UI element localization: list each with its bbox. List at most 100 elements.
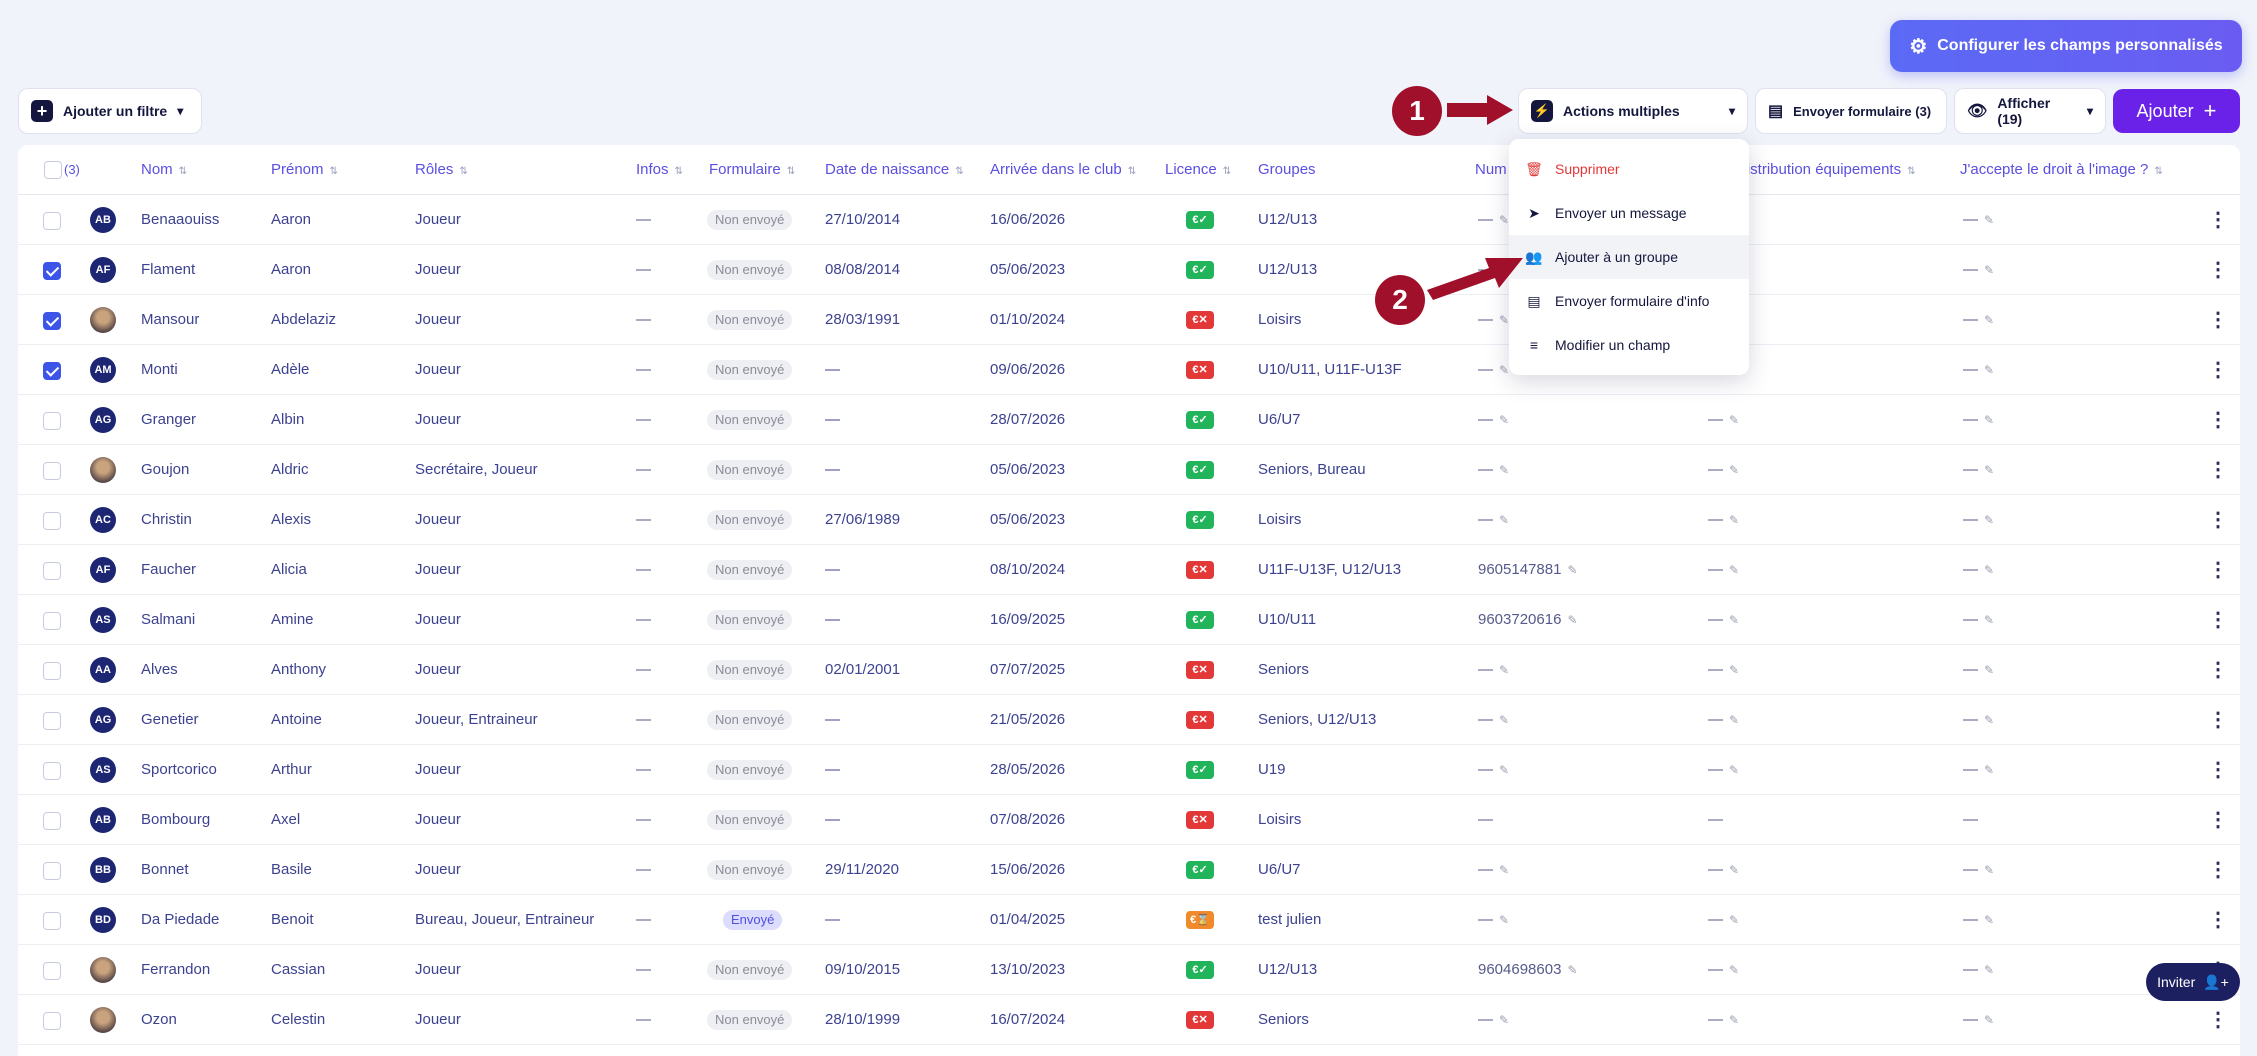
table-row[interactable]: Ozon Celestin Joueur — Non envoyé 28/10/1999 1… — [18, 995, 2240, 1045]
cell-num[interactable]: —✎ — [1478, 861, 1510, 878]
row-menu-icon[interactable]: ⋮ — [2208, 609, 2228, 631]
pencil-icon[interactable]: ✎ — [1984, 963, 1995, 977]
cell-num[interactable]: —✎ — [1478, 711, 1510, 728]
header-droit-image[interactable]: J'accepte le droit à l'image ? ⇅ — [1960, 161, 2163, 178]
table-row[interactable]: AF Flament Aaron Joueur — Non envoyé 08/08/201… — [18, 245, 2240, 295]
table-row[interactable]: Goujon Aldric Secrétaire, Joueur — Non envoy… — [18, 445, 2240, 495]
pencil-icon[interactable]: ✎ — [1984, 863, 1995, 877]
cell-nom[interactable]: Granger — [141, 411, 197, 428]
row-menu-icon[interactable]: ⋮ — [2208, 359, 2228, 381]
cell-distribution[interactable]: —✎ — [1708, 861, 1740, 878]
pencil-icon[interactable]: ✎ — [1984, 413, 1995, 427]
cell-distribution[interactable]: —✎ — [1708, 1011, 1740, 1028]
pencil-icon[interactable]: ✎ — [1499, 313, 1510, 327]
cell-nom[interactable]: Salmani — [141, 611, 196, 628]
header-licence[interactable]: Licence ⇅ — [1165, 161, 1232, 178]
cell-num[interactable]: —✎ — [1478, 661, 1510, 678]
pencil-icon[interactable]: ✎ — [1729, 963, 1740, 977]
row-checkbox[interactable] — [43, 912, 61, 930]
cell-num[interactable]: —✎ — [1478, 1011, 1510, 1028]
pencil-icon[interactable]: ✎ — [1984, 363, 1995, 377]
add-button[interactable]: Ajouter + — [2113, 89, 2240, 133]
cell-droit-image[interactable]: — ✎ — [1963, 311, 1995, 328]
pencil-icon[interactable]: ✎ — [1729, 513, 1740, 527]
cell-droit-image[interactable]: — ✎ — [1963, 961, 1995, 978]
row-menu-icon[interactable]: ⋮ — [2208, 759, 2228, 781]
cell-droit-image[interactable]: — ✎ — [1963, 361, 1995, 378]
pencil-icon[interactable]: ✎ — [1499, 763, 1510, 777]
pencil-icon[interactable]: ✎ — [1729, 463, 1740, 477]
row-checkbox[interactable] — [43, 862, 61, 880]
header-naissance[interactable]: Date de naissance ⇅ — [825, 161, 964, 178]
pencil-icon[interactable]: ✎ — [1984, 913, 1995, 927]
pencil-icon[interactable]: ✎ — [1499, 713, 1510, 727]
pencil-icon[interactable]: ✎ — [1984, 763, 1995, 777]
row-checkbox[interactable] — [43, 962, 61, 980]
row-menu-icon[interactable]: ⋮ — [2208, 659, 2228, 681]
cell-droit-image[interactable]: — ✎ — [1963, 661, 1995, 678]
pencil-icon[interactable]: ✎ — [1499, 663, 1510, 677]
header-distribution[interactable]: Distribution équipements ⇅ — [1736, 161, 1916, 178]
header-arrivee[interactable]: Arrivée dans le club ⇅ — [990, 161, 1137, 178]
cell-droit-image[interactable]: — ✎ — [1963, 911, 1995, 928]
cell-nom[interactable]: Monti — [141, 361, 178, 378]
invite-button[interactable]: Inviter 👤+ — [2146, 963, 2240, 1001]
configure-fields-button[interactable]: ⚙ Configurer les champs personnalisés — [1890, 20, 2242, 72]
cell-num[interactable]: 9605147881 ✎ — [1478, 561, 1578, 578]
row-checkbox[interactable] — [43, 312, 61, 330]
pencil-icon[interactable]: ✎ — [1499, 363, 1510, 377]
table-row[interactable]: AA Alves Anthony Joueur — Non envoyé 02/01/200… — [18, 645, 2240, 695]
table-row[interactable]: AS Salmani Amine Joueur — Non envoyé — 16/09/20… — [18, 595, 2240, 645]
select-all-checkbox[interactable] — [44, 161, 62, 179]
cell-num[interactable]: —✎ — [1478, 361, 1510, 378]
row-menu-icon[interactable]: ⋮ — [2208, 459, 2228, 481]
pencil-icon[interactable]: ✎ — [1499, 213, 1510, 227]
table-row[interactable]: AB Benaaouiss Aaron Joueur — Non envoyé 27/10/… — [18, 195, 2240, 245]
pencil-icon[interactable]: ✎ — [1567, 563, 1578, 577]
cell-num[interactable]: — — [1478, 811, 1493, 828]
table-row[interactable]: AM Monti Adèle Joueur — Non envoyé — 09/06/2026… — [18, 345, 2240, 395]
pencil-icon[interactable]: ✎ — [1984, 213, 1995, 227]
pencil-icon[interactable]: ✎ — [1729, 1013, 1740, 1027]
pencil-icon[interactable]: ✎ — [1729, 863, 1740, 877]
pencil-icon[interactable]: ✎ — [1729, 913, 1740, 927]
cell-nom[interactable]: Ferrandon — [141, 961, 211, 978]
cell-distribution[interactable]: —✎ — [1708, 461, 1740, 478]
header-formulaire[interactable]: Formulaire ⇅ — [709, 161, 796, 178]
cell-nom[interactable]: Sportcorico — [141, 761, 217, 778]
cell-nom[interactable]: Da Piedade — [141, 911, 220, 928]
pencil-icon[interactable]: ✎ — [1499, 463, 1510, 477]
header-num[interactable]: Num — [1475, 161, 1507, 178]
table-row[interactable]: AS Sportcorico Arthur Joueur — Non envoyé — 28/… — [18, 745, 2240, 795]
menu-item-send-info-form[interactable]: ▤ Envoyer formulaire d'info — [1509, 279, 1749, 323]
cell-distribution[interactable]: —✎ — [1708, 711, 1740, 728]
send-form-button[interactable]: ▤ Envoyer formulaire (3) — [1755, 88, 1947, 134]
row-checkbox[interactable] — [43, 612, 61, 630]
cell-nom[interactable]: Goujon — [141, 461, 190, 478]
cell-nom[interactable]: Genetier — [141, 711, 199, 728]
table-row[interactable]: BD Da Piedade Benoit Bureau, Joueur, Entrai… — [18, 895, 2240, 945]
cell-distribution[interactable]: —✎ — [1708, 661, 1740, 678]
cell-num[interactable]: —✎ — [1478, 211, 1510, 228]
cell-distribution[interactable]: —✎ — [1708, 511, 1740, 528]
cell-num[interactable]: —✎ — [1478, 911, 1510, 928]
pencil-icon[interactable]: ✎ — [1567, 963, 1578, 977]
row-checkbox[interactable] — [43, 512, 61, 530]
cell-droit-image[interactable]: — — [1963, 811, 1978, 828]
cell-droit-image[interactable]: — ✎ — [1963, 1011, 1995, 1028]
cell-distribution[interactable]: —✎ — [1708, 911, 1740, 928]
cell-distribution[interactable]: —✎ — [1708, 611, 1740, 628]
menu-item-edit-field[interactable]: ≡ Modifier un champ — [1509, 323, 1749, 367]
pencil-icon[interactable]: ✎ — [1729, 563, 1740, 577]
pencil-icon[interactable]: ✎ — [1499, 913, 1510, 927]
cell-nom[interactable]: Bombourg — [141, 811, 211, 828]
header-infos[interactable]: Infos ⇅ — [636, 161, 683, 178]
row-checkbox[interactable] — [43, 212, 61, 230]
row-checkbox[interactable] — [43, 762, 61, 780]
table-row[interactable]: AC Christin Alexis Joueur — Non envoyé 27/06/1… — [18, 495, 2240, 545]
menu-item-add-to-group[interactable]: 👥 Ajouter à un groupe — [1509, 235, 1749, 279]
cell-nom[interactable]: Mansour — [141, 311, 200, 328]
pencil-icon[interactable]: ✎ — [1499, 513, 1510, 527]
cell-nom[interactable]: Alves — [141, 661, 178, 678]
header-prenom[interactable]: Prénom ⇅ — [271, 161, 338, 178]
